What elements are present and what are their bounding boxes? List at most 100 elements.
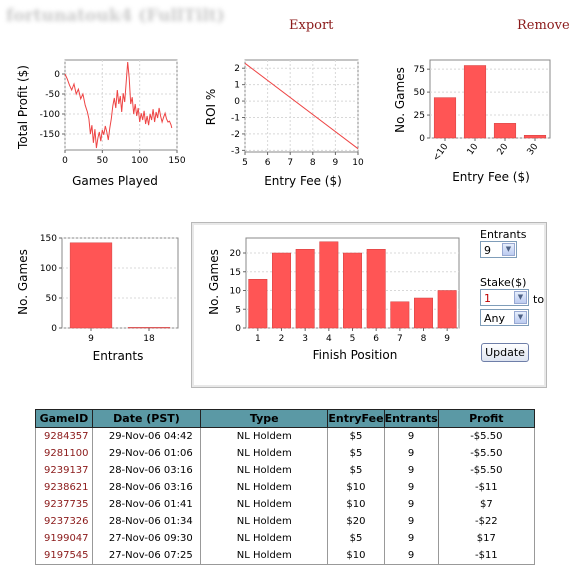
game-id-link[interactable]: 9238621 xyxy=(35,479,93,496)
finish-position-chart-xtick-label: 5 xyxy=(350,334,356,344)
entrants-games-chart-xlabel: Entrants xyxy=(93,349,144,363)
finish-position-chart-xtick-label: 3 xyxy=(302,334,308,344)
game-date: 28-Nov-06 01:41 xyxy=(91,496,202,513)
finish-position-chart-ytick-label: 0 xyxy=(235,324,241,334)
entry-fee-games-chart-axes: 0 25 50 75 <10 10 20 30 xyxy=(414,65,541,163)
column-header-entryfee[interactable]: EntryFee xyxy=(327,409,385,428)
game-type: NL Holdem xyxy=(200,445,329,462)
finish-position-chart-xtick-label: 4 xyxy=(326,334,332,344)
game-entrants: 9 xyxy=(383,496,439,513)
entry-fee-games-chart-ytick-label: 25 xyxy=(414,111,425,121)
entry-fee-games-chart-ytick-label: 50 xyxy=(414,88,426,98)
remove-link[interactable]: Remove xyxy=(517,18,570,33)
game-date: 27-Nov-06 09:30 xyxy=(91,530,202,547)
game-type: NL Holdem xyxy=(200,530,329,547)
game-id-link[interactable]: 9239137 xyxy=(35,462,93,479)
chevron-down-icon[interactable]: ▼ xyxy=(514,311,527,324)
finish-position-chart-xtick-label: 9 xyxy=(444,334,450,344)
finish-position-chart-bar xyxy=(414,297,433,329)
entrants-games-chart-axes: 0 50 100 150 9 18 xyxy=(40,234,155,344)
profit-chart-marks xyxy=(64,61,173,149)
roi-chart-xtick-label: 5 xyxy=(242,158,248,168)
roi-chart-xtick-label: 9 xyxy=(333,158,339,168)
roi-chart: 210-1-2-35 6 7 8 9 10 Entry Fee ($) ROI % xyxy=(204,59,364,188)
game-id-link[interactable]: 9197545 xyxy=(35,547,93,565)
column-header-gameid[interactable]: GameID xyxy=(35,409,93,428)
entrants-games-chart-ytick-label: 100 xyxy=(40,264,57,274)
game-type: NL Holdem xyxy=(200,479,329,496)
column-header-type[interactable]: Type xyxy=(200,409,329,428)
game-entry-fee: $5 xyxy=(327,445,385,462)
stake-max-value: Any xyxy=(484,312,506,325)
game-id-link[interactable]: 9199047 xyxy=(35,530,93,547)
roi-chart-ytick-label: -1 xyxy=(231,114,240,124)
stake-min-select[interactable]: 1 ▼ xyxy=(480,289,529,306)
roi-chart-ytick-label: -2 xyxy=(231,130,240,140)
profit-chart-grid xyxy=(64,59,178,151)
stake-max-select[interactable]: Any ▼ xyxy=(480,309,529,326)
entry-fee-games-chart-xlabel: Entry Fee ($) xyxy=(452,170,530,184)
chevron-down-icon[interactable]: ▼ xyxy=(502,243,515,256)
game-entry-fee: $5 xyxy=(327,530,385,547)
game-id-link[interactable]: 9281100 xyxy=(35,445,93,462)
profit-chart-axes: 0 -50 -100 -150 0 50 100 150 xyxy=(40,70,186,166)
chevron-down-icon[interactable]: ▼ xyxy=(514,291,527,304)
game-profit: -$11 xyxy=(437,547,536,565)
finish-position-chart-bar xyxy=(248,279,268,329)
finish-position-chart-xtick-label: 2 xyxy=(279,334,285,344)
entrants-games-chart-ylabel: No. Games xyxy=(16,249,30,315)
game-date: 28-Nov-06 03:16 xyxy=(91,462,202,479)
finish-position-chart-bar xyxy=(437,290,457,329)
finish-position-chart-bar xyxy=(390,301,410,329)
table-row: 9237735 28-Nov-06 01:41 NL Holdem $10 9 $7 xyxy=(35,496,536,513)
roi-chart-axes: 210-1-2-35 6 7 8 9 10 xyxy=(231,64,364,168)
game-entrants: 9 xyxy=(383,530,439,547)
finish-position-chart-bar xyxy=(343,252,362,329)
update-button[interactable]: Update xyxy=(481,343,529,362)
entrants-games-chart-ytick-label: 50 xyxy=(46,294,58,304)
roi-chart-ylabel: ROI % xyxy=(204,89,218,126)
game-type: NL Holdem xyxy=(200,513,329,530)
game-entrants: 9 xyxy=(383,479,439,496)
finish-position-chart-bar xyxy=(366,249,386,329)
finish-position-chart-marks xyxy=(248,241,457,329)
game-id-link[interactable]: 9284357 xyxy=(35,427,93,445)
profit-chart-xlabel: Games Played xyxy=(72,174,158,188)
game-id-link[interactable]: 9237735 xyxy=(35,496,93,513)
entry-fee-games-chart: 0 25 50 75 <10 10 20 30 Entry Fee ($) No. Games xyxy=(393,59,551,184)
entry-fee-games-chart-marks xyxy=(433,65,547,139)
game-type: NL Holdem xyxy=(200,496,329,513)
game-type: NL Holdem xyxy=(200,547,329,565)
game-id-link[interactable]: 9237326 xyxy=(35,513,93,530)
game-profit: -$5.50 xyxy=(437,427,536,445)
game-profit: -$11 xyxy=(437,479,536,496)
finish-position-chart-axes: 0 5 10 15 20 1 2 3 4 5 6 7 8 9 xyxy=(230,249,451,344)
finish-position-chart-ytick-label: 15 xyxy=(230,268,241,278)
column-header-date-pst[interactable]: Date (PST) xyxy=(91,409,202,428)
game-profit: $7 xyxy=(437,496,536,513)
entrants-select-value: 9 xyxy=(484,244,491,257)
roi-chart-ytick-label: 1 xyxy=(234,81,240,91)
column-header-entrants[interactable]: Entrants xyxy=(383,409,439,428)
entrants-games-chart: 0 50 100 150 9 18 Entrants No. Games xyxy=(16,234,179,363)
entrants-select[interactable]: 9 ▼ xyxy=(480,241,517,258)
finish-position-chart-ylabel: No. Games xyxy=(207,249,221,315)
game-entrants: 9 xyxy=(383,462,439,479)
entry-fee-games-chart-bar xyxy=(493,123,517,139)
entrants-games-chart-bar xyxy=(69,242,113,329)
roi-chart-ytick-label: 2 xyxy=(234,64,240,74)
profit-chart: 0 -50 -100 -150 0 50 100 150 Games Played Total… xyxy=(16,59,186,188)
export-link[interactable]: Export xyxy=(289,18,334,33)
game-entrants: 9 xyxy=(383,427,439,445)
entry-fee-games-chart-xtick-label: 30 xyxy=(526,142,541,157)
finish-position-chart-xtick-label: 8 xyxy=(421,334,427,344)
finish-position-chart-bar xyxy=(272,252,291,329)
entry-fee-games-chart-bar xyxy=(463,65,487,139)
game-type: NL Holdem xyxy=(200,462,329,479)
entry-fee-games-chart-ylabel: No. Games xyxy=(393,67,407,133)
roi-chart-xtick-label: 6 xyxy=(265,158,271,168)
column-header-profit[interactable]: Profit xyxy=(437,409,536,428)
profit-chart-series-line xyxy=(64,61,173,149)
entry-fee-games-chart-xtick-label: <10 xyxy=(431,142,450,164)
game-entry-fee: $20 xyxy=(327,513,385,530)
